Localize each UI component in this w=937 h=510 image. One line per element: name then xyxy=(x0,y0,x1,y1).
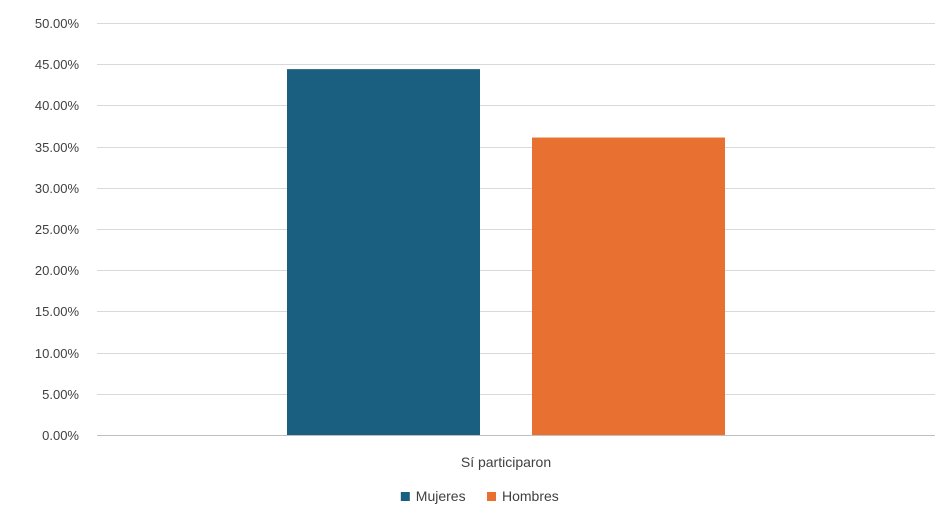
bar-mujeres xyxy=(287,69,480,436)
legend-item-mujeres: Mujeres xyxy=(400,488,466,504)
legend-item-hombres: Hombres xyxy=(487,488,559,504)
legend-swatch xyxy=(487,492,496,501)
y-tick-label: 5.00% xyxy=(42,387,79,402)
gridlines xyxy=(97,23,935,436)
y-axis-tick-labels: 0.00% 5.00% 10.00% 15.00% 20.00% 25.00% 30.00%… xyxy=(35,16,80,443)
legend: Mujeres Hombres xyxy=(400,488,559,504)
bar-hombres xyxy=(532,137,725,435)
y-tick-label: 35.00% xyxy=(35,140,80,155)
y-tick-label: 0.00% xyxy=(42,428,79,443)
bars xyxy=(287,69,725,436)
y-tick-label: 50.00% xyxy=(35,16,80,31)
legend-label: Hombres xyxy=(502,488,559,504)
legend-swatch xyxy=(400,492,410,501)
x-category-label: Sí participaron xyxy=(461,454,551,470)
y-tick-label: 40.00% xyxy=(35,98,80,113)
y-tick-label: 30.00% xyxy=(35,181,80,196)
y-tick-label: 15.00% xyxy=(35,304,80,319)
y-tick-label: 45.00% xyxy=(35,57,80,72)
y-tick-label: 20.00% xyxy=(35,263,80,278)
y-tick-label: 10.00% xyxy=(35,346,80,361)
y-tick-label: 25.00% xyxy=(35,222,80,237)
legend-label: Mujeres xyxy=(416,488,466,504)
x-axis: Sí participaron xyxy=(461,454,551,470)
